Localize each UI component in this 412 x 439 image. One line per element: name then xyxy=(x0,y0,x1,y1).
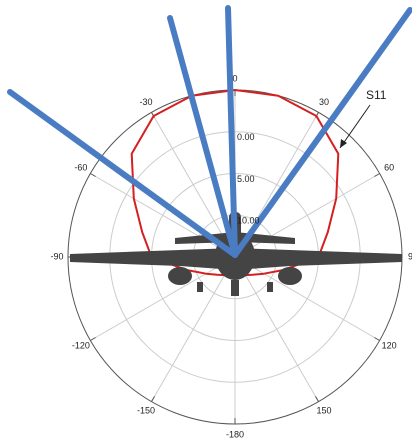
r-tick-label: 0.00 xyxy=(237,132,255,142)
theta-tick-label: -180 xyxy=(226,429,244,439)
theta-tick-label: -90 xyxy=(50,251,63,261)
grid-spoke xyxy=(234,256,380,341)
theta-tick-label: 60 xyxy=(384,162,394,172)
theta-tick-label: -120 xyxy=(72,340,90,350)
theta-tick-label: 90 xyxy=(408,251,412,261)
theta-tick-label: 30 xyxy=(319,97,329,107)
theta-tick xyxy=(151,396,155,402)
theta-tick xyxy=(315,396,319,402)
grid-spoke xyxy=(234,256,319,402)
plot xyxy=(130,89,340,277)
grid-spoke xyxy=(234,173,380,258)
grid-spoke xyxy=(90,256,236,341)
r-tick-label: 5.00 xyxy=(237,174,255,184)
theta-tick-label: 150 xyxy=(316,406,331,416)
theta-tick xyxy=(90,173,96,177)
grid-spoke xyxy=(90,173,236,258)
r-tick-label: 10.00 xyxy=(237,216,260,226)
theta-tick xyxy=(374,173,380,177)
theta-tick-label: 120 xyxy=(382,340,397,350)
theta-tick-label: -60 xyxy=(74,162,87,172)
series-label: S11 xyxy=(366,88,387,102)
arrow-head xyxy=(340,139,347,148)
theta-tick-label: 0 xyxy=(232,73,237,83)
airplane xyxy=(70,212,402,296)
theta-tick-label: -30 xyxy=(139,97,152,107)
grid-spoke xyxy=(151,256,236,402)
theta-tick xyxy=(374,337,380,341)
overlay-rays xyxy=(7,5,412,258)
pattern-line xyxy=(130,89,340,277)
theta-tick-label: -150 xyxy=(137,406,155,416)
annotation-arrow xyxy=(339,104,371,149)
theta-tick xyxy=(90,337,96,341)
grid-spoke xyxy=(151,112,236,258)
